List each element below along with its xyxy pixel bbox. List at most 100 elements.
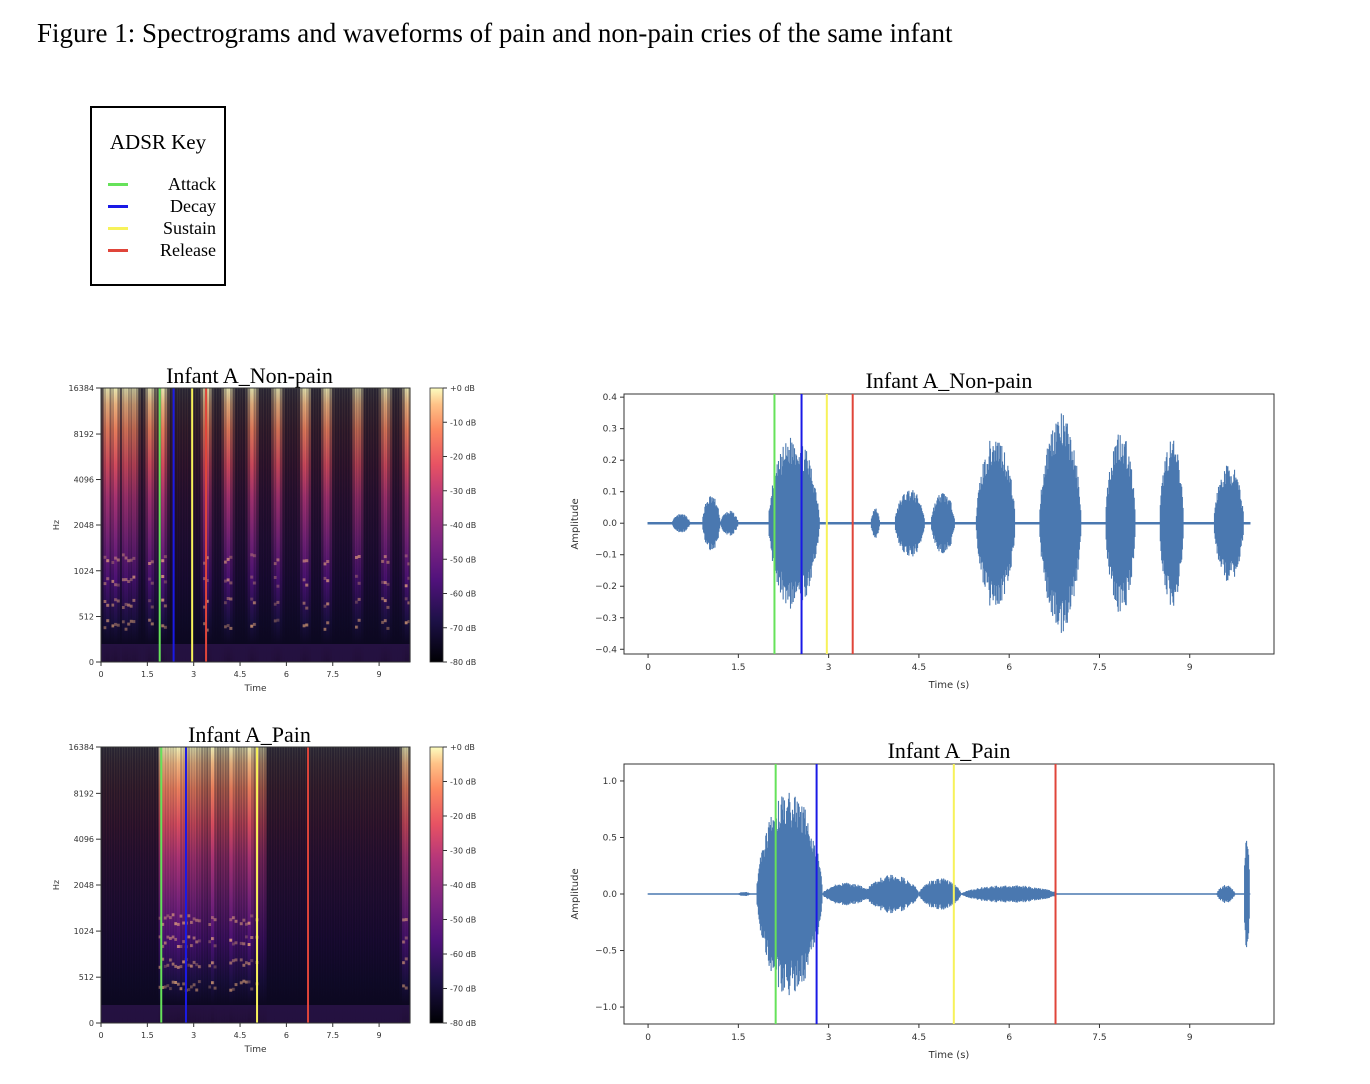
harmonic-band	[197, 919, 202, 923]
spectrogram-column	[208, 747, 212, 1023]
harmonic-band	[176, 965, 181, 969]
x-tick-label: 0	[98, 670, 103, 679]
y-tick-label: 8192	[74, 789, 94, 798]
waveform-title: Infant A_Non-pain	[866, 368, 1033, 393]
harmonic-band	[182, 921, 186, 925]
spectrogram-column	[365, 747, 369, 1023]
spectrogram-column	[161, 747, 165, 1023]
harmonic-band	[250, 597, 254, 601]
harmonic-band	[127, 559, 131, 563]
spectrogram-column	[381, 747, 385, 1023]
x-axis-label: Time (s)	[928, 680, 970, 691]
harmonic-band	[323, 627, 327, 631]
harmonic-band	[150, 605, 154, 609]
spectrogram-column	[195, 747, 199, 1023]
spectrogram-column	[226, 388, 230, 662]
harmonic-band	[158, 916, 162, 920]
colorbar-tick-label: -60 dB	[450, 950, 476, 959]
harmonic-band	[163, 916, 168, 920]
harmonic-band	[158, 935, 162, 939]
legend-item-decay: Decay	[108, 196, 216, 218]
spectrogram-column	[344, 747, 348, 1023]
spectrogram-column	[135, 747, 139, 1023]
spectrogram-column	[192, 747, 196, 1023]
spectrogram-column	[197, 388, 202, 662]
y-tick-label: 0.3	[603, 425, 617, 435]
spectrogram-column	[297, 388, 301, 662]
harmonic-band	[250, 553, 254, 557]
harmonic-band	[239, 941, 244, 945]
harmonic-band	[273, 602, 278, 606]
spectrogram-column	[124, 388, 128, 662]
y-axis-label: Hz	[52, 880, 61, 890]
y-axis-label: Amplitude	[570, 498, 581, 549]
spectrogram-column	[391, 747, 395, 1023]
harmonic-band	[208, 940, 212, 944]
harmonic-band	[129, 578, 134, 582]
spectrogram-column	[187, 388, 191, 662]
x-tick-label: 9	[1187, 663, 1193, 673]
adsr-legend: ADSR Key Attack Decay Sustain Release	[90, 106, 226, 286]
x-axis-label: Time (s)	[928, 1050, 970, 1061]
harmonic-band	[163, 625, 168, 629]
legend-title: ADSR Key	[109, 130, 207, 154]
harmonic-band	[231, 942, 236, 946]
spectrogram-column	[265, 747, 270, 1023]
spectrogram-column	[153, 747, 157, 1023]
harmonic-band	[127, 622, 131, 626]
harmonic-band	[402, 961, 406, 965]
harmonic-band	[404, 986, 408, 990]
x-tick-label: 6	[1006, 663, 1012, 673]
spectrogram-column	[331, 388, 335, 662]
spectrogram-column	[140, 747, 144, 1023]
harmonic-band	[407, 620, 411, 624]
spectrogram-column	[349, 747, 353, 1023]
harmonic-band	[250, 959, 254, 963]
spectrogram-column	[224, 388, 228, 662]
spectrogram-column	[383, 388, 388, 662]
spectrogram-column	[357, 747, 361, 1023]
harmonic-band	[106, 603, 110, 607]
spectrogram-column	[307, 388, 312, 662]
spectrogram-column	[318, 747, 322, 1023]
harmonic-band	[208, 923, 212, 926]
spectrogram-column	[182, 388, 186, 662]
spectrogram-column	[213, 388, 217, 662]
harmonic-band	[106, 559, 110, 563]
harmonic-band	[171, 935, 175, 939]
x-tick-label: 7.5	[326, 670, 339, 679]
spectrogram-column	[318, 388, 322, 662]
spectrogram-column	[281, 388, 285, 662]
waveform-1: Infant A_Pain −1.0 −0.5 0.0 0.5 1.0 0 1.5 3 4.5 6 7…	[570, 738, 1275, 1061]
harmonic-band	[121, 553, 126, 557]
spectrogram-column	[402, 747, 406, 1023]
spectrogram-column	[221, 747, 225, 1023]
harmonic-band	[357, 555, 361, 558]
x-tick-label: 9	[377, 1031, 382, 1040]
harmonic-band	[121, 578, 126, 582]
harmonic-band	[163, 555, 168, 559]
spectrogram-column	[378, 747, 382, 1023]
harmonic-band	[404, 554, 408, 558]
spectrogram-column	[360, 388, 364, 662]
harmonic-band	[213, 918, 217, 922]
harmonic-band	[386, 582, 390, 586]
spectrogram-column	[106, 388, 110, 662]
spectrogram-column	[386, 747, 390, 1023]
spectrogram-column	[116, 747, 120, 1023]
spectrogram-column	[407, 747, 411, 1023]
spectrogram-column	[234, 747, 238, 1023]
harmonic-band	[224, 560, 228, 564]
harmonic-band	[205, 556, 209, 560]
harmonic-band	[273, 576, 278, 579]
harmonic-band	[213, 965, 217, 969]
harmonic-band	[187, 963, 191, 967]
x-tick-label: 1.5	[731, 1033, 745, 1043]
harmonic-band	[187, 914, 191, 918]
harmonic-band	[242, 979, 246, 983]
colorbar-tick-label: -20 dB	[450, 453, 476, 462]
spectrogram-column	[362, 388, 367, 662]
spectrogram-column	[279, 388, 283, 662]
spectrogram-column	[252, 388, 257, 662]
spectrogram-column	[161, 388, 165, 662]
